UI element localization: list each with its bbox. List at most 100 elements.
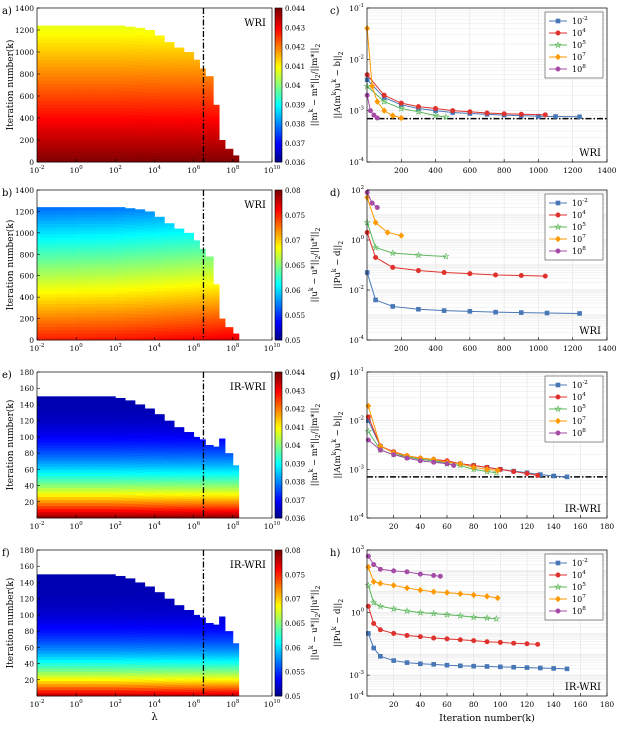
heatmap-cell: [76, 46, 97, 50]
heatmap-cell: [199, 98, 206, 102]
heatmap-cell: [115, 250, 126, 255]
heatmap-cell: [174, 677, 185, 681]
heatmap-cell: [193, 272, 200, 276]
heatmap-cell: [95, 659, 116, 663]
heatmap-cell: [134, 98, 146, 103]
heatmap-cell: [164, 147, 175, 151]
colorbar-segment: [275, 627, 282, 631]
heatmap-cell: [134, 51, 146, 56]
heatmap-cell: [219, 444, 226, 447]
colorbar-segment: [275, 295, 282, 298]
data-point: [555, 53, 561, 61]
heatmap-cell: [95, 399, 116, 403]
heatmap-cell: [174, 605, 185, 608]
heatmap-cell: [232, 655, 240, 657]
heatmap-cell: [213, 498, 220, 501]
heatmap-cell: [213, 127, 220, 130]
heatmap-cell: [213, 690, 220, 693]
heatmap-cell: [154, 63, 165, 68]
colorbar-segment: [275, 591, 282, 595]
heatmap-cell: [219, 332, 226, 334]
heatmap-cell: [134, 481, 146, 485]
heatmap-cell: [125, 80, 136, 85]
heatmap-cell: [199, 159, 206, 163]
heatmap-cell: [193, 245, 200, 249]
heatmap-cell: [193, 292, 200, 296]
heatmap-cell: [199, 676, 206, 679]
heatmap-cell: [164, 325, 175, 329]
y-tick-label: 200: [20, 136, 35, 145]
heatmap-cell: [125, 67, 136, 72]
heatmap-cell: [125, 459, 136, 463]
heatmap-cell: [213, 143, 220, 146]
heatmap-cell: [115, 213, 126, 218]
heatmap-cell: [199, 476, 206, 480]
legend-label: 108: [572, 606, 586, 616]
heatmap-cell: [219, 328, 226, 330]
heatmap-cell: [76, 207, 97, 211]
y-axis-label: ||Puk − d||2: [331, 241, 345, 289]
heatmap-cell: [193, 151, 200, 155]
heatmap-cell: [232, 668, 240, 671]
heatmap-cell: [56, 396, 77, 400]
heatmap-cell: [183, 329, 195, 333]
colorbar-segment: [275, 598, 282, 602]
data-point: [538, 665, 543, 671]
heatmap-cell: [213, 324, 220, 327]
heatmap-cell: [199, 484, 206, 487]
heatmap-cell: [56, 466, 77, 470]
colorbar-segment: [275, 237, 282, 241]
colorbar-segment: [275, 56, 282, 60]
heatmap-cell: [144, 624, 155, 628]
heatmap-cell: [199, 496, 206, 499]
heatmap-cell: [125, 491, 136, 495]
heatmap-cell: [174, 499, 185, 503]
heatmap-cell: [193, 671, 200, 675]
heatmap-cell: [193, 327, 200, 331]
heatmap-cell: [205, 256, 214, 259]
heatmap-cell: [183, 104, 195, 108]
heatmap-cell: [95, 336, 116, 341]
heatmap-cell: [193, 643, 200, 646]
heatmap-cell: [183, 286, 195, 290]
heatmap-cell: [134, 323, 146, 328]
heatmap-cell: [193, 442, 200, 446]
heatmap-cell: [115, 668, 126, 673]
heatmap-cell: [76, 689, 97, 694]
heatmap-cell: [174, 267, 185, 271]
heatmap-cell: [56, 448, 77, 452]
heatmap-cell: [164, 442, 175, 446]
heatmap-cell: [115, 76, 126, 81]
heatmap-cell: [219, 149, 226, 151]
heatmap-cell: [213, 317, 220, 320]
heatmap-cell: [76, 671, 97, 676]
colorbar-segment: [275, 43, 282, 47]
heatmap-cell: [115, 138, 126, 142]
heatmap-cell: [205, 268, 214, 272]
data-point: [414, 251, 423, 259]
heatmap-cell: [225, 516, 234, 519]
heatmap-cell: [37, 73, 57, 78]
heatmap-cell: [115, 240, 126, 245]
heatmap-cell: [154, 275, 165, 279]
heatmap-cell: [205, 144, 214, 148]
heatmap-cell: [134, 245, 146, 249]
heatmap-cell: [134, 633, 146, 637]
heatmap-cell: [174, 253, 185, 257]
heatmap-cell: [219, 323, 226, 325]
heatmap-cell: [183, 294, 195, 298]
heatmap-cell: [193, 100, 200, 104]
colorbar-segment: [275, 330, 282, 333]
heatmap-cell: [164, 150, 175, 154]
heatmap-cell: [213, 330, 220, 333]
heatmap-cell: [193, 633, 200, 636]
heatmap-cell: [125, 224, 136, 229]
heatmap-cell: [125, 330, 136, 334]
heatmap-cell: [144, 433, 155, 437]
heatmap-cell: [219, 152, 226, 154]
heatmap-cell: [232, 657, 240, 660]
heatmap-cell: [144, 657, 155, 661]
heatmap-cell: [37, 589, 57, 593]
heatmap-cell: [205, 136, 214, 139]
